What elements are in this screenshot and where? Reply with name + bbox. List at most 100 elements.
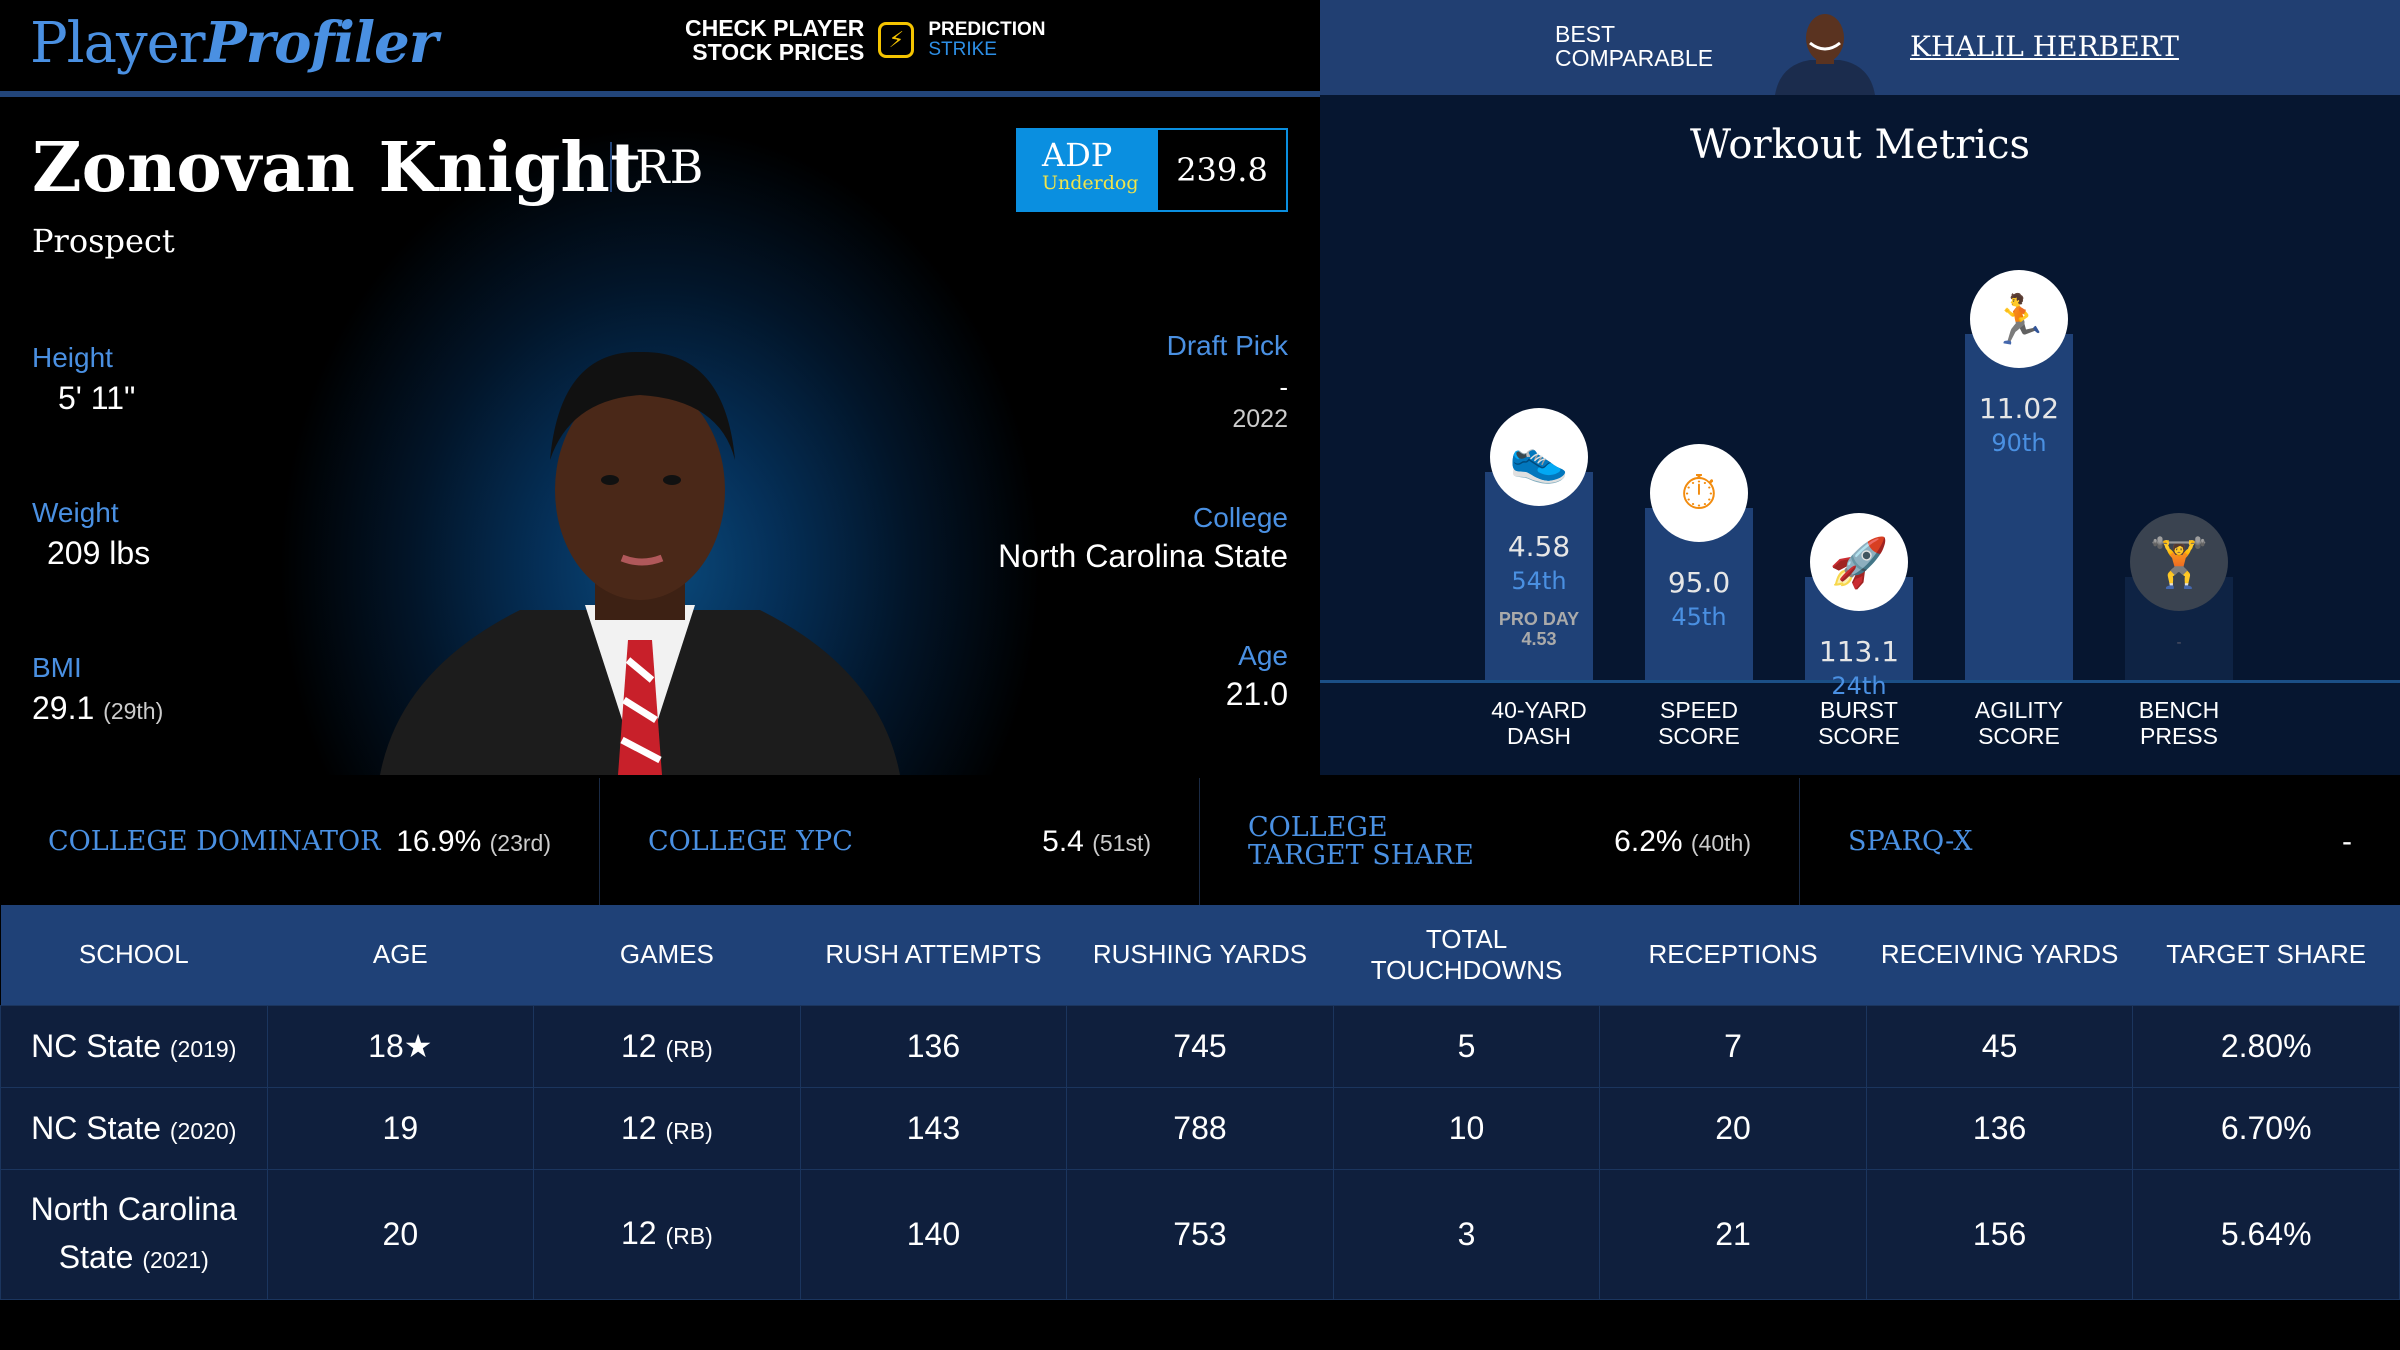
school-year: (2020): [169, 1117, 237, 1144]
workout-bar: 113.1 24th: [1805, 577, 1913, 700]
column-header[interactable]: TOTAL TOUCHDOWNS: [1333, 905, 1600, 1005]
metric-percentile: 24th: [1831, 672, 1887, 700]
comparable-player-photo: [1775, 14, 1875, 95]
bmi-rank: (29th): [103, 698, 164, 724]
table-cell: 12 (RB): [533, 1004, 801, 1088]
stat-number: 5.4: [1042, 824, 1084, 858]
bmi-number: 29.1: [32, 690, 95, 726]
stopwatch-icon: ⏱: [1650, 444, 1748, 542]
draft-year: 2022: [1232, 405, 1288, 433]
table-cell: 45: [1865, 1004, 2134, 1088]
column-header[interactable]: RUSH ATTEMPTS: [800, 905, 1067, 1005]
table-cell: 3: [1332, 1168, 1601, 1300]
college-stat-cell: SPARQ-X -: [1800, 778, 2400, 905]
receiving-yards: 136: [1972, 1109, 2027, 1146]
column-header[interactable]: RECEIVING YARDS: [1866, 905, 2133, 1005]
rush-attempts: 136: [906, 1027, 961, 1064]
player-name: Zonovan Knight: [32, 128, 642, 208]
adp-badge[interactable]: ADP Underdog 239.8: [1016, 128, 1288, 212]
metric-label-line2: SCORE: [1658, 723, 1740, 749]
college-stats-table: SCHOOL AGE GAMES RUSH ATTEMPTS RUSHING YARDS…: [0, 905, 2400, 1300]
table-cell: NC State (2020): [0, 1086, 268, 1170]
pro-day-label: PRO DAY: [1498, 609, 1580, 629]
receptions: 7: [1724, 1027, 1742, 1064]
table-cell: 753: [1066, 1168, 1334, 1300]
games: 12: [620, 1027, 657, 1064]
metric-label: BURST SCORE: [1779, 697, 1939, 749]
metric-value: -: [2176, 635, 2182, 651]
rushing-yards: 788: [1173, 1109, 1227, 1146]
table-row: NC State (2020) 19 12 (RB) 143 788 10 20 136 6.7…: [0, 1086, 2400, 1170]
college-stat-value: 16.9% (23rd): [396, 825, 551, 859]
divider: [0, 91, 1320, 97]
baseline: [1320, 680, 2400, 683]
college-stat-label: COLLEGE DOMINATOR: [48, 825, 381, 857]
table-cell: 5: [1332, 1004, 1601, 1088]
column-header[interactable]: GAMES: [533, 905, 801, 1005]
metric-label: BENCH PRESS: [2099, 697, 2259, 749]
adp-source: Underdog: [1042, 172, 1139, 194]
rush-attempts: 143: [906, 1109, 961, 1146]
metric-label: 40-YARD DASH: [1459, 697, 1619, 749]
age: 19: [382, 1109, 419, 1146]
total-touchdowns: 5: [1457, 1027, 1476, 1064]
column-header[interactable]: RECEPTIONS: [1599, 905, 1867, 1005]
table-cell: NC State (2019): [0, 1004, 268, 1088]
games: 12: [620, 1214, 657, 1251]
player-photo: [380, 351, 900, 775]
table-cell: 788: [1066, 1086, 1334, 1170]
school-year: (2019): [169, 1035, 237, 1062]
table-cell: 19: [266, 1086, 535, 1170]
stat-rank: (23rd): [489, 829, 551, 856]
metric-percentile: 90th: [1991, 429, 2047, 457]
metric-label: SPEED SCORE: [1619, 697, 1779, 749]
column-header[interactable]: SCHOOL: [0, 905, 268, 1005]
metric-label-line2: DASH: [1507, 723, 1571, 749]
logo-profiler: Profiler: [204, 10, 439, 76]
height-value: 5' 11": [58, 380, 136, 416]
best-comparable-link[interactable]: KHALIL HERBERT: [1910, 30, 2179, 63]
metric-percentile: 54th: [1511, 567, 1567, 595]
logo-player: Player: [30, 11, 206, 76]
column-header[interactable]: AGE: [267, 905, 534, 1005]
bmi-value: 29.1 (29th): [32, 690, 163, 727]
age-value: 21.0: [1225, 676, 1288, 712]
promo-brand1: PREDICTION: [928, 19, 1046, 40]
metric-value: 113.1: [1818, 635, 1900, 668]
college-stat-cell: COLLEGE DOMINATOR 16.9% (23rd): [0, 778, 600, 905]
logo[interactable]: PlayerProfiler: [30, 10, 439, 76]
table-row: North Carolina State (2021) 20 12 (RB) 140 7…: [0, 1168, 2400, 1300]
pro-day-value: 4.53: [1521, 629, 1557, 649]
games-position: (RB): [665, 1117, 713, 1144]
total-touchdowns: 3: [1457, 1216, 1476, 1252]
table-cell: 156: [1865, 1168, 2134, 1300]
height-label: Height: [32, 342, 113, 373]
player-status: Prospect: [32, 222, 175, 260]
bmi-label: BMI: [32, 652, 82, 683]
rush-attempts: 140: [906, 1216, 961, 1252]
receptions: 20: [1715, 1109, 1751, 1146]
table-cell: North Carolina State (2021): [0, 1168, 268, 1300]
rushing-yards: 753: [1173, 1216, 1227, 1252]
column-header[interactable]: TARGET SHARE: [2132, 905, 2400, 1005]
table-cell: 745: [1066, 1004, 1334, 1088]
metric-label: AGILITY SCORE: [1939, 697, 2099, 749]
rushing-yards: 745: [1173, 1027, 1227, 1064]
college-stat-label: COLLEGE YPC: [648, 825, 853, 857]
top-bar: [0, 0, 1320, 92]
metric-label-line1: SPEED: [1660, 697, 1738, 723]
table-cell: 136: [799, 1004, 1068, 1088]
target-share: 6.70%: [2220, 1109, 2312, 1146]
column-header[interactable]: RUSHING YARDS: [1066, 905, 1334, 1005]
bc-line1: BEST: [1555, 21, 1616, 47]
stat-number: -: [2342, 824, 2352, 858]
draft-pick-label: Draft Pick: [1166, 330, 1288, 361]
prediction-strike-promo[interactable]: CHECK PLAYER STOCK PRICES ⚡ PREDICTION STR…: [685, 16, 1046, 64]
table-cell: 20: [266, 1168, 535, 1300]
games-position: (RB): [665, 1035, 713, 1062]
player-position: RB: [635, 140, 704, 194]
promo-brand2: STRIKE: [928, 39, 997, 60]
best-comparable-label: BEST COMPARABLE: [1555, 22, 1713, 70]
stat-number: 16.9%: [396, 824, 482, 858]
games-position: (RB): [665, 1222, 713, 1249]
